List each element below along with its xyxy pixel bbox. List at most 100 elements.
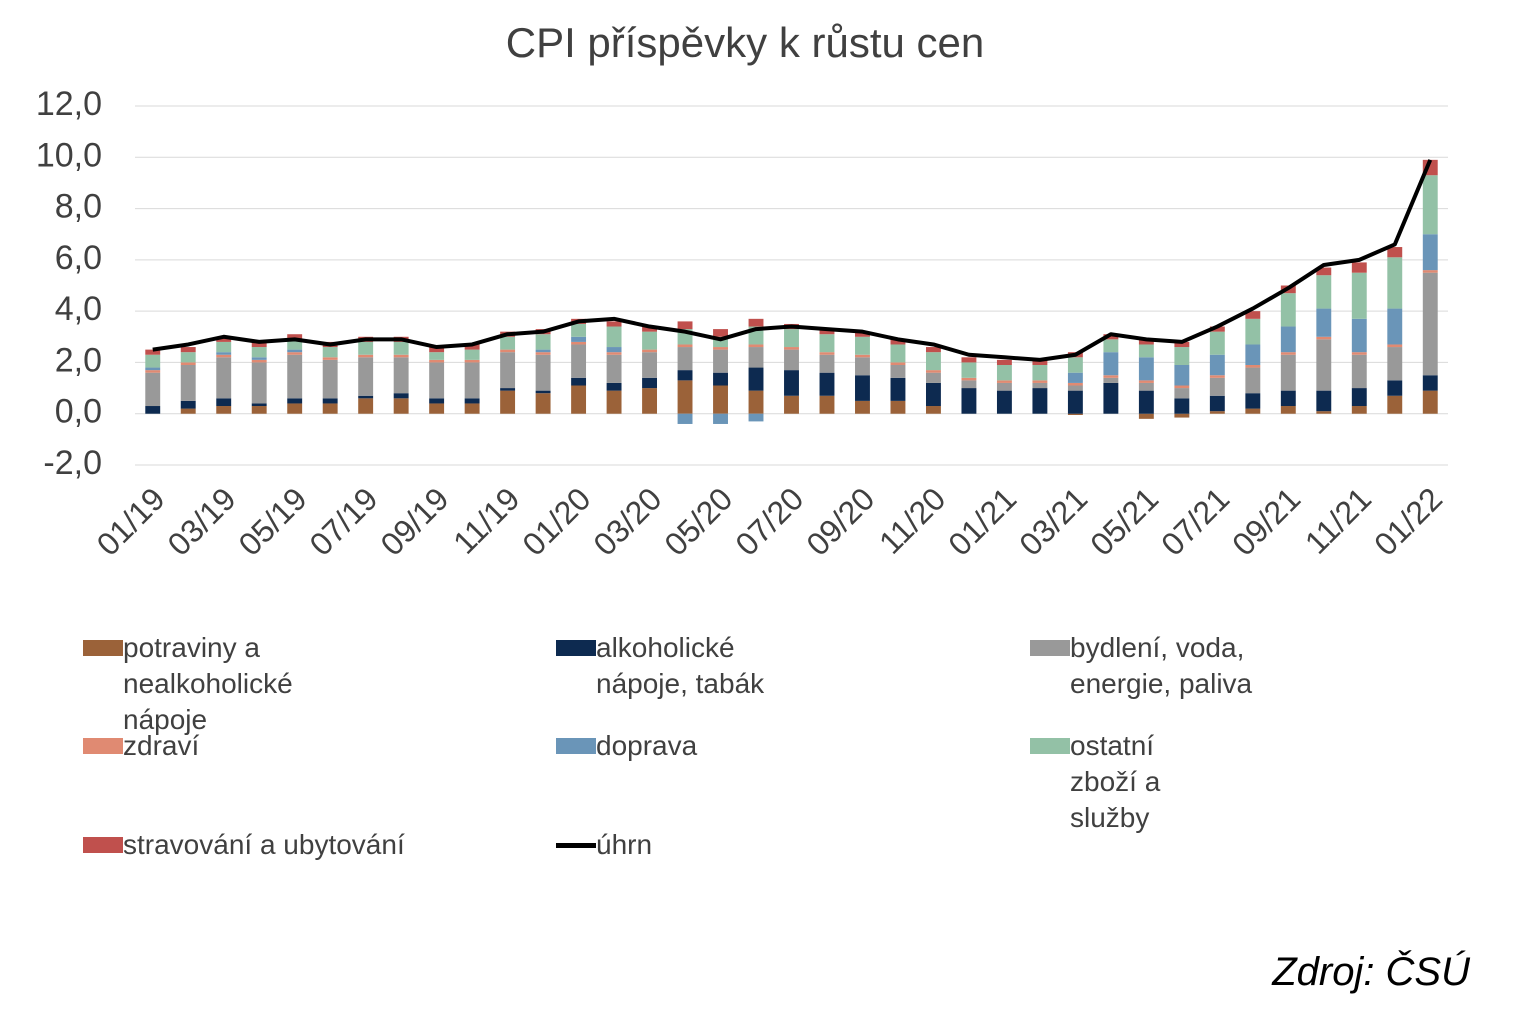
bar-segment: [1209, 395, 1225, 412]
bar-segment: [216, 352, 232, 355]
bar-segment: [819, 334, 835, 353]
bar-segment: [677, 413, 693, 424]
bar-segment: [1351, 272, 1367, 319]
bar-segment: [251, 406, 267, 414]
bar-segment: [500, 336, 516, 350]
bar-segment: [535, 390, 551, 394]
legend-item: bydlení, voda, energie, paliva: [1030, 630, 1285, 702]
bar-segment: [535, 393, 551, 414]
y-tick-label: 10,0: [36, 136, 102, 174]
bar-segment: [1351, 354, 1367, 389]
bar-segment: [784, 349, 799, 371]
bar-segment: [1032, 359, 1048, 365]
bar-segment: [358, 357, 374, 396]
chart-title: CPI příspěvky k růstu cen: [506, 19, 985, 66]
bar-segment: [1209, 326, 1225, 332]
bar-segment: [1174, 364, 1190, 386]
bar-segment: [464, 403, 480, 414]
bar-segment: [1067, 357, 1083, 373]
bar-segment: [748, 390, 764, 414]
bar-segment: [1280, 326, 1296, 353]
bar-segment: [1280, 406, 1296, 414]
bar-segment: [287, 339, 303, 350]
legend-swatch: [83, 738, 123, 754]
bar-segment: [642, 352, 658, 378]
bar-segment: [1174, 385, 1190, 389]
bar-segment: [1316, 411, 1332, 414]
bar-segment: [1245, 318, 1261, 345]
bar-segment: [1067, 385, 1083, 391]
bar-segment: [890, 364, 906, 378]
bar-segment: [287, 349, 303, 353]
x-tick-label: 01/22: [1367, 480, 1449, 562]
bar-segment: [855, 331, 870, 337]
bar-segment: [1138, 339, 1154, 345]
bar-segment: [748, 318, 764, 327]
legend-swatch: [1030, 640, 1070, 656]
bar-segment: [1209, 377, 1225, 396]
legend-label: zdraví: [123, 730, 200, 761]
bar-segment: [358, 341, 374, 355]
bar-segment: [1280, 354, 1296, 391]
bar-segment: [287, 334, 303, 340]
bar-segment: [748, 344, 764, 348]
bar-segment: [1138, 413, 1154, 419]
bar-segment: [1103, 377, 1119, 383]
bar-segment: [925, 372, 941, 383]
bar-segment: [1316, 339, 1332, 391]
bar-segment: [642, 331, 658, 350]
bar-segment: [216, 398, 232, 407]
bar-segment: [748, 413, 764, 422]
bar-segment: [1422, 375, 1438, 391]
bar-segment: [890, 362, 906, 365]
x-tick-label: 07/19: [303, 480, 385, 562]
bar-segment: [1174, 413, 1190, 418]
bar-segment: [180, 352, 196, 363]
bar-segment: [464, 362, 480, 399]
bar-segment: [145, 372, 161, 407]
bar-segment: [890, 377, 906, 401]
bar-segment: [855, 400, 870, 414]
x-tick-label: 05/20: [657, 480, 739, 562]
bar-segment: [713, 372, 728, 386]
bar-segment: [1422, 234, 1438, 271]
bar-segment: [855, 354, 870, 358]
total-line: [152, 159, 1433, 362]
bar-segment: [429, 362, 445, 399]
bar-segment: [571, 323, 587, 337]
bar-segment: [251, 341, 267, 348]
bar-segment: [855, 336, 870, 355]
bar-segment: [1316, 336, 1332, 340]
bar-segment: [1351, 406, 1367, 414]
bar-segment: [784, 395, 799, 414]
bar-segment: [571, 344, 587, 378]
bar-segment: [251, 362, 267, 404]
bar-segment: [429, 403, 445, 414]
legend-item: ostatní zboží a služby: [1030, 728, 1190, 836]
legend-swatch: [83, 640, 123, 656]
bar-segment: [784, 347, 799, 350]
y-tick-label: 6,0: [55, 239, 102, 277]
bar-segment: [1032, 382, 1048, 389]
bar-segment: [571, 336, 587, 342]
bar-segment: [429, 398, 445, 404]
bar-segment: [1209, 411, 1225, 414]
x-tick-label: 11/21: [1298, 480, 1378, 560]
bar-segment: [996, 359, 1012, 365]
bar-segment: [464, 359, 480, 363]
x-tick-label: 03/21: [1012, 480, 1094, 562]
bar-segment: [1280, 293, 1296, 327]
bar-segment: [1280, 390, 1296, 407]
bar-segment: [642, 377, 658, 389]
bar-segment: [819, 329, 835, 335]
bar-segment: [1387, 257, 1403, 309]
bar-segment: [393, 341, 409, 355]
bar-segment: [677, 380, 693, 414]
y-tick-label: 8,0: [55, 188, 102, 226]
bar-segment: [1067, 372, 1083, 383]
bar-segment: [1032, 364, 1048, 381]
bar-segment: [606, 354, 622, 383]
bar-segment: [606, 321, 622, 327]
